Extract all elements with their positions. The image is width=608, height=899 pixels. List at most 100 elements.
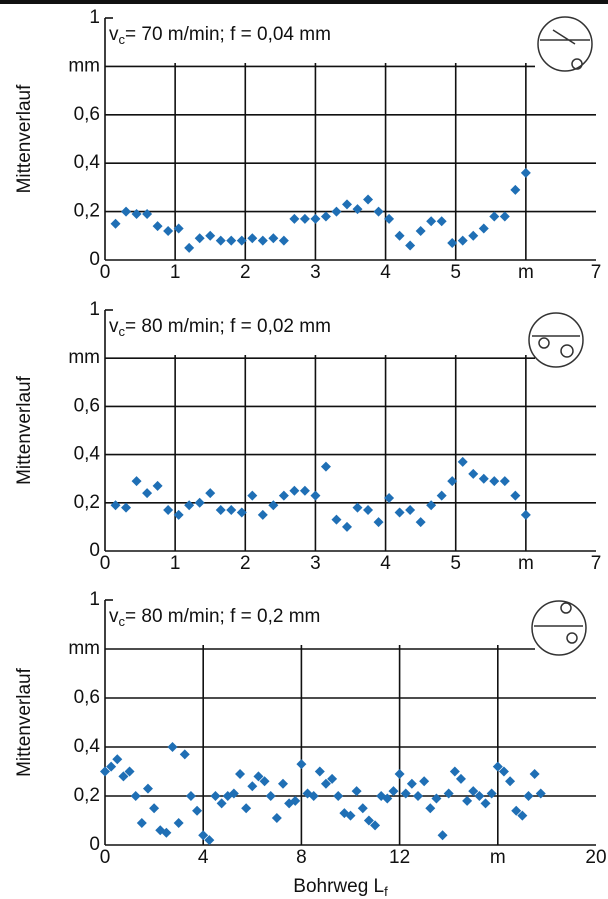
x-tick-label: 7: [591, 262, 602, 283]
point: [327, 773, 338, 784]
point: [173, 817, 184, 828]
point: [271, 813, 282, 824]
point: [510, 184, 521, 195]
point: [462, 795, 473, 806]
point: [474, 791, 485, 801]
point: [314, 766, 325, 777]
point: [341, 199, 352, 210]
panel-title: vc= 80 m/min; f = 0,2 mm: [109, 606, 320, 629]
point: [520, 167, 531, 178]
point: [529, 768, 540, 779]
point: [447, 238, 458, 249]
x-tick-label: 7: [591, 553, 602, 574]
x-tick-label: 5: [450, 553, 461, 574]
point: [394, 230, 405, 241]
title-subscript: c: [119, 32, 126, 47]
point: [277, 778, 288, 789]
point: [478, 473, 489, 484]
title-part: = 70 m/min; f = 0,04 mm: [125, 24, 331, 45]
point: [161, 827, 172, 838]
point: [259, 776, 270, 787]
point: [152, 221, 163, 232]
x-tick-label: 4: [380, 553, 391, 574]
point: [489, 476, 500, 487]
point: [198, 830, 209, 841]
point: [406, 778, 417, 789]
y-tick-label: 1: [89, 299, 100, 320]
x-tick-label: 0: [100, 553, 111, 574]
point: [520, 509, 531, 520]
point: [247, 490, 258, 501]
point: [265, 791, 276, 801]
y-tick-label: 1: [89, 589, 100, 610]
point: [152, 480, 163, 491]
x-axis-label: Bohrweg Lf: [293, 876, 388, 899]
point: [426, 500, 437, 511]
point: [447, 476, 458, 487]
point: [299, 213, 310, 224]
point: [431, 793, 442, 804]
point: [388, 786, 399, 797]
point: [345, 810, 356, 821]
point: [320, 211, 331, 222]
point: [210, 791, 221, 801]
title-part: v: [109, 316, 119, 337]
point: [163, 505, 174, 516]
point: [357, 803, 368, 814]
point: [331, 514, 342, 525]
point: [437, 830, 448, 841]
point: [468, 230, 479, 241]
point: [415, 517, 426, 528]
point: [449, 766, 460, 777]
point: [110, 218, 121, 229]
point: [352, 204, 363, 215]
title-part: v: [109, 606, 119, 627]
x-tick-label: 1: [170, 262, 181, 283]
point: [373, 206, 384, 217]
point: [499, 211, 510, 222]
point: [478, 223, 489, 234]
point: [499, 476, 510, 487]
point: [236, 235, 247, 246]
point: [480, 798, 491, 809]
x-tick-label: m: [518, 553, 534, 574]
point: [370, 820, 381, 831]
point: [363, 194, 374, 205]
point: [118, 771, 129, 782]
x-tick-label: 0: [100, 847, 111, 868]
x-tick-label: 3: [310, 553, 321, 574]
point: [492, 761, 503, 772]
point: [426, 216, 437, 227]
x-tick-label: 2: [240, 553, 251, 574]
point: [257, 235, 268, 246]
point: [510, 490, 521, 501]
point: [173, 223, 184, 234]
y-tick-label: 0,6: [74, 395, 100, 416]
point: [235, 768, 246, 779]
top-bar: [0, 0, 608, 4]
point: [215, 235, 226, 246]
point: [511, 805, 522, 816]
point: [310, 213, 321, 224]
x-label-subscript: f: [384, 884, 388, 899]
point: [247, 233, 258, 244]
x-tick-label: 5: [450, 262, 461, 283]
point: [184, 500, 195, 511]
y-tick-label: 0: [89, 834, 100, 855]
point: [185, 791, 196, 801]
title-subscript: c: [119, 324, 126, 339]
point: [457, 235, 468, 246]
point: [205, 230, 216, 241]
point: [163, 225, 174, 236]
y-tick-label: mm: [68, 55, 100, 76]
point: [253, 771, 264, 782]
point: [425, 803, 436, 814]
y-tick-label: 0,4: [74, 152, 101, 173]
point: [394, 507, 405, 518]
point: [394, 768, 405, 779]
point: [278, 235, 289, 246]
point: [110, 500, 121, 511]
x-tick-label: m: [490, 847, 506, 868]
point: [226, 235, 237, 246]
point: [173, 509, 184, 520]
